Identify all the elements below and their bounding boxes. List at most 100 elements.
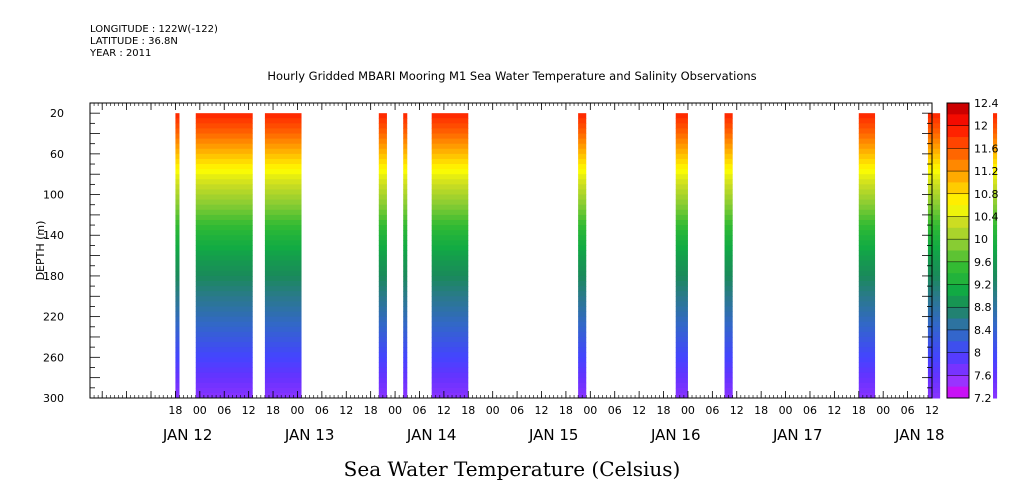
heatmap-cell — [195, 326, 253, 333]
heatmap-cell — [675, 245, 688, 251]
heatmap-cell — [993, 204, 998, 211]
heatmap-cell — [175, 301, 180, 307]
heatmap-cell — [175, 377, 180, 384]
heatmap-cell — [195, 118, 253, 124]
heatmap-cell — [175, 209, 180, 216]
heatmap-cell — [927, 296, 941, 302]
x-day-label: JAN 18 — [894, 426, 945, 444]
heatmap-cell — [927, 194, 941, 201]
heatmap-cell — [195, 240, 253, 246]
heatmap-cell — [724, 209, 733, 216]
heatmap-cell — [431, 118, 469, 124]
heatmap-cell — [578, 367, 587, 374]
heatmap-cell — [431, 286, 469, 292]
heatmap-cell — [264, 296, 302, 302]
colorbar-label: 8 — [974, 347, 981, 360]
year-label: YEAR : 2011 — [90, 48, 152, 59]
heatmap-cell — [675, 118, 688, 124]
heatmap-cell — [858, 123, 876, 129]
heatmap-cell — [403, 199, 408, 206]
heatmap-cell — [858, 311, 876, 318]
heatmap-cell — [431, 219, 469, 226]
heatmap-cell — [378, 184, 387, 190]
observation-period — [858, 113, 876, 399]
heatmap-cell — [724, 342, 733, 348]
plot-frame — [89, 102, 933, 399]
heatmap-cell — [175, 387, 180, 394]
heatmap-cell — [175, 169, 180, 175]
heatmap-cell — [175, 316, 180, 323]
heatmap-cell — [578, 326, 587, 333]
heatmap-cell — [675, 189, 688, 196]
heatmap-cell — [175, 113, 180, 119]
x-hour-tick-label: 06 — [705, 404, 719, 417]
heatmap-cell — [858, 347, 876, 353]
latitude-label: LATITUDE : 36.8N — [90, 36, 178, 47]
x-hour-tick-label: 00 — [388, 404, 402, 417]
heatmap-cell — [724, 118, 733, 124]
heatmap-cell — [431, 326, 469, 333]
heatmap-cell — [378, 138, 387, 145]
x-hour-tick-label: 06 — [315, 404, 329, 417]
heatmap-cell — [927, 148, 941, 155]
heatmap-cell — [578, 184, 587, 190]
heatmap-cell — [403, 245, 408, 251]
heatmap-cell — [675, 286, 688, 292]
heatmap-cell — [403, 382, 408, 389]
colorbar: 12.4 12 11.6 11.2 10.8 10.4 10 9.6 9.2 8.8 8.4 8 7.6… — [946, 97, 999, 405]
heatmap-cell — [858, 362, 876, 368]
heatmap-cell — [927, 250, 941, 257]
heatmap-cell — [927, 316, 941, 323]
x-hour-tick-label: 12 — [339, 404, 353, 417]
heatmap-cell — [675, 377, 688, 384]
heatmap-cell — [264, 316, 302, 323]
x-hour-tick-label: 06 — [901, 404, 915, 417]
colorbar-swatch — [947, 137, 969, 149]
heatmap-cell — [195, 362, 253, 368]
heatmap-cell — [927, 209, 941, 216]
heatmap-cell — [927, 331, 941, 338]
heatmap-cell — [724, 235, 733, 241]
heatmap-cell — [195, 321, 253, 328]
heatmap-cell — [195, 301, 253, 307]
x-hour-tick-label: 18 — [266, 404, 280, 417]
heatmap-cell — [431, 296, 469, 302]
heatmap-cell — [858, 133, 876, 140]
colorbar-swatch — [947, 216, 969, 229]
heatmap-cell — [403, 123, 408, 129]
x-hour-tick-label: 00 — [290, 404, 304, 417]
heatmap-cell — [578, 347, 587, 353]
heatmap-cell — [431, 225, 469, 231]
heatmap-cell — [378, 362, 387, 368]
heatmap-cell — [578, 199, 587, 206]
heatmap-cell — [993, 265, 998, 272]
colorbar-swatch — [947, 261, 969, 274]
heatmap-cell — [724, 362, 733, 368]
heatmap-cell — [264, 158, 302, 165]
heatmap-cell — [431, 321, 469, 328]
colorbar-label: 11.6 — [974, 142, 999, 155]
heatmap-cell — [858, 357, 876, 363]
heatmap-cell — [431, 214, 469, 221]
heatmap-cell — [195, 209, 253, 216]
heatmap-cell — [675, 184, 688, 190]
heatmap-cell — [264, 281, 302, 287]
heatmap-cell — [927, 113, 941, 119]
heatmap-cell — [724, 164, 733, 170]
heatmap-cell — [724, 281, 733, 287]
x-day-label: JAN 12 — [162, 426, 213, 444]
heatmap-cell — [264, 194, 302, 201]
observation-period — [578, 113, 587, 399]
heatmap-cell — [927, 143, 941, 150]
heatmap-cell — [578, 118, 587, 124]
heatmap-cell — [927, 225, 941, 231]
heatmap-cell — [403, 367, 408, 374]
heatmap-cell — [578, 301, 587, 307]
heatmap-cell — [927, 255, 941, 262]
heatmap-cell — [993, 291, 998, 297]
heatmap-cell — [175, 265, 180, 272]
x-hour-tick-label: 06 — [803, 404, 817, 417]
y-tick-label: 20 — [50, 107, 64, 120]
x-hour-tick-label: 12 — [730, 404, 744, 417]
